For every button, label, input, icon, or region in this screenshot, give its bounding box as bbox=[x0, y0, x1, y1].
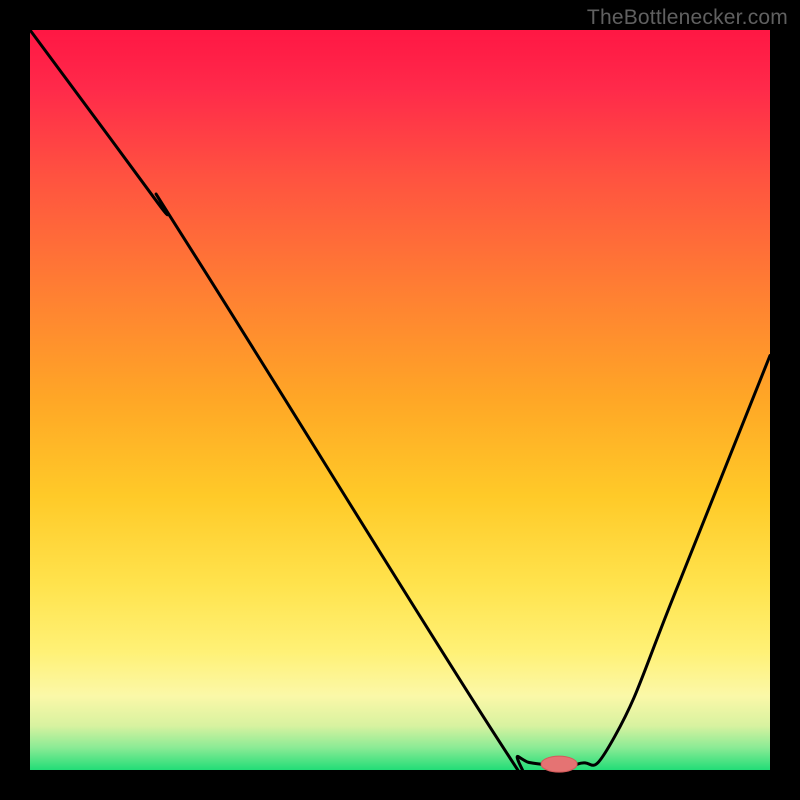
chart-canvas: TheBottlenecker.com bbox=[0, 0, 800, 800]
optimum-marker bbox=[541, 756, 577, 772]
watermark-text: TheBottlenecker.com bbox=[587, 6, 788, 30]
plot-area-background bbox=[30, 30, 770, 770]
chart-svg bbox=[0, 0, 800, 800]
